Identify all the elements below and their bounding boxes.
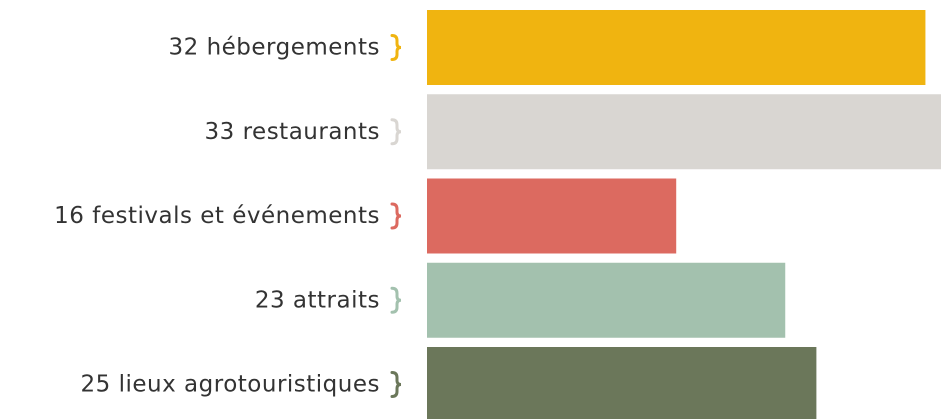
- value-label: 33: [205, 118, 235, 144]
- bar: [427, 262, 786, 338]
- brace: [390, 286, 402, 314]
- category-label: festivals et événements: [92, 203, 380, 229]
- bar: [427, 347, 817, 419]
- bar-label: 16 festivals et événements: [54, 203, 380, 229]
- value-label: 16: [54, 203, 84, 229]
- bar-label: 25 lieux agrotouristiques: [81, 371, 380, 397]
- brace: [390, 371, 402, 398]
- value-label: 32: [168, 34, 198, 60]
- bar: [427, 94, 941, 170]
- category-label: lieux agrotouristiques: [119, 371, 380, 397]
- bar-label: 33 restaurants: [205, 118, 381, 144]
- brace: [390, 118, 402, 146]
- value-label: 23: [255, 287, 285, 313]
- value-label: 25: [81, 371, 111, 397]
- brace: [390, 202, 402, 230]
- category-label: hébergements: [207, 34, 380, 60]
- bar: [427, 10, 926, 85]
- category-label: attraits: [293, 287, 380, 313]
- bar-label: 32 hébergements: [168, 34, 380, 60]
- category-label: restaurants: [243, 118, 380, 144]
- brace: [390, 34, 402, 61]
- bar: [427, 178, 677, 254]
- bar-label: 23 attraits: [255, 287, 380, 313]
